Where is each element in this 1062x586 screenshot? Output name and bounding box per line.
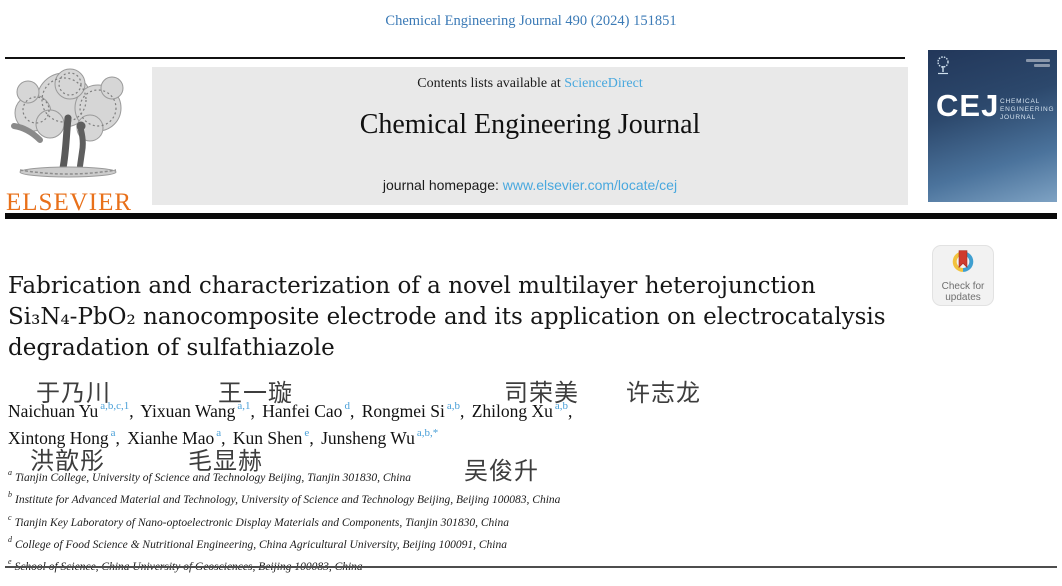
elsevier-tree-icon <box>11 68 124 178</box>
author: Kun Shen e, <box>232 427 317 448</box>
article-title-line: degradation of sulfathiazole <box>8 335 335 361</box>
elsevier-wordmark: ELSEVIER <box>6 189 133 216</box>
cover-issue-info <box>1026 59 1050 69</box>
journal-title: Chemical Engineering Journal <box>359 109 701 140</box>
cover-elsevier-tree-icon <box>937 56 949 75</box>
author-separator: , <box>250 400 255 421</box>
affiliation-row: b Institute for Advanced Material and Tec… <box>8 487 908 509</box>
affiliation-text: Institute for Advanced Material and Tech… <box>15 494 561 507</box>
author-separator: , <box>459 400 465 421</box>
author: Zhilong Xu a,b, <box>471 400 576 421</box>
article-title-line: Fabrication and characterization of a no… <box>8 273 816 299</box>
contents-line: Contents lists available at ScienceDirec… <box>152 76 908 92</box>
author: Naichuan Yu a,b,c,1, <box>8 400 137 421</box>
author-separator: , <box>349 400 355 421</box>
contents-text: Contents lists available at <box>417 76 561 91</box>
authors-line-1: Naichuan Yu a,b,c,1, Yixuan Wang a,1, Hanf… <box>8 396 908 422</box>
author-separator: , <box>309 427 314 448</box>
affiliation-text: College of Food Science & Nutritional En… <box>15 538 508 551</box>
author-annotation-zh: 王一璇 <box>218 380 293 407</box>
elsevier-logo[interactable]: ELSEVIER <box>6 66 146 217</box>
author-affil-sup: d <box>344 400 350 412</box>
affiliation-text: Tianjin College, University of Science a… <box>15 471 411 484</box>
author-affil-sup: a,b <box>554 400 569 412</box>
author: Xintong Hong a, <box>8 427 123 448</box>
author-name: Naichuan Yu <box>8 400 99 421</box>
affiliation-sup: d <box>8 534 12 544</box>
article-title: Fabrication and characterization of a no… <box>8 271 928 364</box>
author: Hanfei Cao d, <box>262 400 357 421</box>
author-name: Junsheng Wu <box>321 427 415 448</box>
author-annotation-zh: 许志龙 <box>626 380 701 407</box>
author-affil-sup: e <box>304 427 310 439</box>
author-name: Yixuan Wang <box>140 400 236 421</box>
journal-cover-thumbnail[interactable]: CEJ CHEMICAL ENGINEERING JOURNAL <box>928 50 1057 202</box>
author-annotation-zh: 司荣美 <box>504 380 579 407</box>
homepage-link[interactable]: www.elsevier.com/locate/cej <box>502 177 678 193</box>
author-affil-sup: a,b,* <box>416 427 439 439</box>
citation-line: Chemical Engineering Journal 490 (2024) … <box>385 13 677 29</box>
affiliation-text: Tianjin Key Laboratory of Nano-optoelect… <box>14 516 509 529</box>
affiliation-sup: b <box>8 490 12 500</box>
author-affil-sup: a <box>110 427 116 439</box>
author-affil-sup: a,b <box>446 400 460 412</box>
author-separator: , <box>568 400 573 421</box>
cover-name-line: JOURNAL <box>1000 114 1036 121</box>
check-for-updates-label: Check for updates <box>933 281 993 303</box>
affiliations-list: a Tianjin College, University of Science … <box>8 465 908 577</box>
journal-header-band: Contents lists available at ScienceDirec… <box>152 67 908 205</box>
author-affil-sup: a,b,c,1 <box>100 400 130 412</box>
affiliation-row: c Tianjin Key Laboratory of Nano-optoelec… <box>8 510 908 532</box>
bottom-rule <box>5 566 1057 568</box>
affiliation-row: a Tianjin College, University of Science … <box>8 465 908 487</box>
homepage-label: journal homepage: <box>382 177 499 193</box>
article-title-line: Si₃N₄-PbO₂ nanocomposite electrode and i… <box>8 304 886 330</box>
author-name: Rongmei Si <box>361 400 445 421</box>
check-for-updates-badge[interactable]: Check for updates <box>932 245 994 306</box>
author: Xianhe Mao a, <box>127 427 228 448</box>
affiliation-sup: e <box>8 557 12 567</box>
author-annotation-zh: 于乃川 <box>36 380 111 407</box>
author: Rongmei Si a,b, <box>361 400 468 421</box>
author-annotation-zh: 洪歆彤 <box>30 448 105 475</box>
author-affil-sup: a <box>216 427 222 439</box>
author-annotation-zh: 毛显赫 <box>188 448 263 475</box>
author-name: Hanfei Cao <box>262 400 343 421</box>
homepage-line: journal homepage: www.elsevier.com/locat… <box>152 177 908 193</box>
author-separator: , <box>221 427 226 448</box>
affiliation-sup: c <box>8 512 12 522</box>
affiliation-sup: a <box>8 468 12 477</box>
cover-name-line: ENGINEERING <box>1000 106 1055 113</box>
header-divider-bar <box>5 213 1057 219</box>
author-affil-sup: a,1 <box>237 400 251 412</box>
check-label-line1: Check for <box>941 281 985 292</box>
authors-line-2: Xintong Hong a, Xianhe Mao a, Kun Shen e, J… <box>8 423 908 449</box>
author-name: Kun Shen <box>232 427 303 448</box>
top-rule <box>5 57 905 59</box>
cover-journal-name: CHEMICAL ENGINEERING JOURNAL <box>1000 98 1054 122</box>
author: Junsheng Wu a,b,* <box>321 427 441 448</box>
author-separator: , <box>115 427 120 448</box>
check-for-updates-icon <box>952 250 974 272</box>
author-name: Xianhe Mao <box>127 427 215 448</box>
affiliation-row: d College of Food Science & Nutritional E… <box>8 532 908 554</box>
check-label-line2: updates <box>945 292 981 303</box>
author: Yixuan Wang a,1, <box>140 400 258 421</box>
author-annotation-zh: 吴俊升 <box>464 458 539 485</box>
cover-name-line: CHEMICAL <box>1000 98 1040 105</box>
author-separator: , <box>129 400 134 421</box>
author-name: Xintong Hong <box>8 427 109 448</box>
author-name: Zhilong Xu <box>471 400 553 421</box>
cover-journal-abbrev: CEJ <box>936 88 1000 123</box>
sciencedirect-link[interactable]: ScienceDirect <box>564 76 643 91</box>
